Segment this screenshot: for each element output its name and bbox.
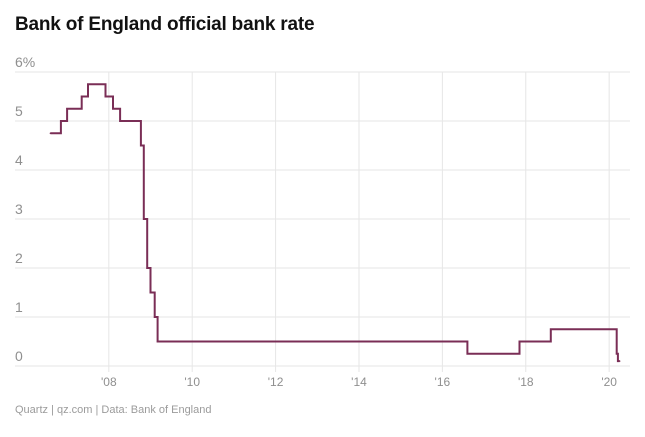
y-tick-label: 5 [15, 103, 23, 119]
y-tick-label: 6% [15, 54, 35, 70]
x-tick-label: '20 [601, 375, 617, 389]
series-point [617, 360, 619, 362]
series-point [518, 340, 521, 343]
y-tick-label: 4 [15, 152, 23, 168]
series-point [80, 95, 83, 98]
x-tick-label: '14 [351, 375, 367, 389]
series-point [66, 107, 68, 110]
series-point [615, 352, 618, 355]
x-tick-label: '16 [435, 375, 451, 389]
y-tick-label: 0 [15, 348, 23, 364]
series-point [149, 291, 152, 294]
x-tick-label: '18 [518, 375, 534, 389]
series-point [146, 267, 148, 269]
series-point [466, 352, 469, 355]
y-tick-label: 1 [15, 299, 23, 315]
chart-title: Bank of England official bank rate [15, 14, 315, 35]
series-point [119, 120, 121, 122]
y-tick-label: 2 [15, 250, 23, 266]
y-axis: 0 1 2 3 4 5 6% [15, 54, 35, 364]
series-point [104, 95, 107, 98]
x-tick-label: '08 [101, 375, 117, 389]
series-point [87, 83, 89, 86]
series-layer [49, 83, 621, 363]
y-tick-label: 3 [15, 201, 23, 217]
series-point [153, 316, 156, 318]
x-tick-label: '10 [184, 375, 200, 389]
series-point [549, 328, 552, 331]
x-tick-label: '12 [268, 375, 284, 389]
series-point [60, 120, 62, 122]
x-axis: '08 '10 '12 '14 '16 '18 '20 [101, 375, 617, 389]
series-point [112, 107, 114, 110]
series-line [50, 83, 620, 363]
series-point [156, 340, 159, 343]
series-point [618, 360, 621, 362]
series-point [140, 144, 142, 147]
series-point [49, 132, 52, 135]
grid [15, 71, 630, 372]
series-point [143, 218, 145, 220]
source-footer: Quartz | qz.com | Data: Bank of England [15, 404, 212, 416]
